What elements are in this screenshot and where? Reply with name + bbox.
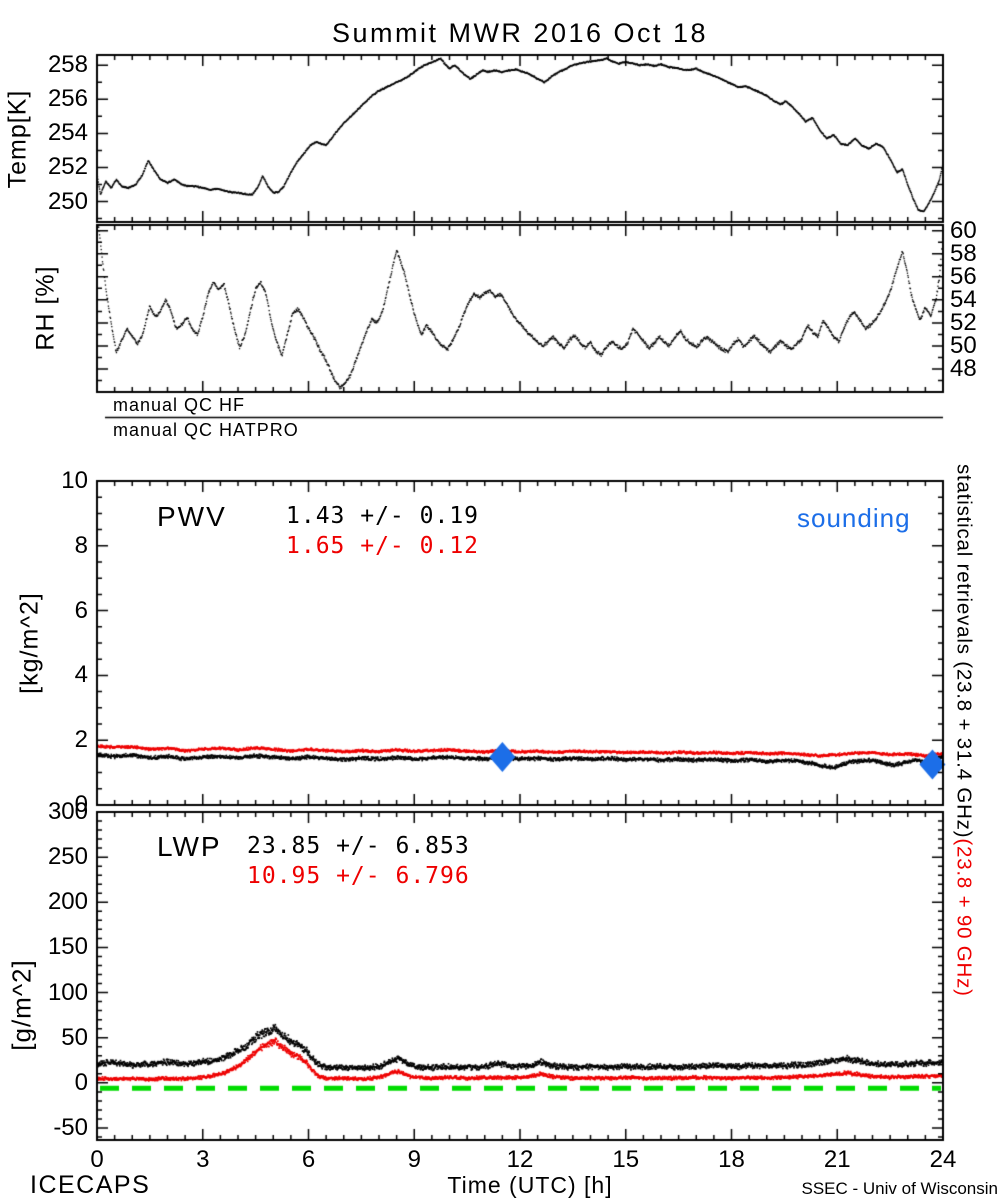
rh-y-tick-label: 60 bbox=[950, 216, 977, 244]
lwp-y-tick-label: 50 bbox=[61, 1023, 88, 1051]
pwv-mean-hf: 1.43 +/- 0.19 bbox=[286, 503, 480, 529]
pwv-y-tick-label: 0 bbox=[74, 791, 88, 818]
x-axis-label: Time (UTC) [h] bbox=[447, 1172, 613, 1198]
sounding-legend-label: sounding bbox=[797, 503, 911, 533]
x-tick-label: 0 bbox=[90, 1146, 104, 1173]
lwp-y-tick-label: 200 bbox=[47, 888, 88, 916]
pwv-y-tick-label: 2 bbox=[74, 726, 88, 754]
rh-y-tick-label: 56 bbox=[950, 262, 977, 290]
x-tick-label: 6 bbox=[301, 1146, 316, 1173]
temp-y-tick-label: 258 bbox=[47, 51, 88, 79]
lwp-panel-title: LWP bbox=[157, 831, 222, 862]
pwv-y-tick-label: 6 bbox=[74, 596, 88, 624]
temp-y-tick-label: 254 bbox=[47, 119, 88, 147]
temp-y-tick-label: 256 bbox=[47, 85, 88, 113]
x-tick-label: 24 bbox=[929, 1146, 957, 1173]
x-tick-label: 21 bbox=[823, 1146, 851, 1173]
footer-institution: SSEC - Univ of Wisconsin bbox=[801, 1179, 999, 1198]
rh-y-tick-label: 58 bbox=[950, 239, 977, 267]
x-tick-label: 18 bbox=[718, 1146, 745, 1173]
lwp-y-tick-label: 250 bbox=[47, 843, 88, 871]
lwp-mean-hatpro: 10.95 +/- 6.796 bbox=[247, 863, 470, 889]
pwv-y-axis-label: [kg/m^2] bbox=[15, 592, 44, 694]
right-axis-annotation: statistical retrievals (23.8 + 31.4 GHz)… bbox=[952, 464, 976, 997]
lwp-mean-hf: 23.85 +/- 6.853 bbox=[247, 833, 470, 859]
footer-project-name: ICECAPS bbox=[30, 1171, 151, 1199]
lwp-y-tick-label: 0 bbox=[74, 1068, 88, 1096]
temp-y-tick-label: 250 bbox=[47, 187, 88, 215]
rh-y-tick-label: 50 bbox=[950, 331, 977, 359]
rh-y-tick-label: 52 bbox=[950, 308, 977, 336]
temp-y-tick-label: 252 bbox=[47, 153, 88, 181]
pwv-panel-title: PWV bbox=[157, 501, 227, 532]
lwp-y-tick-label: 300 bbox=[47, 798, 88, 825]
lwp-y-tick-label: -50 bbox=[53, 1113, 88, 1141]
x-tick-label: 3 bbox=[196, 1146, 210, 1173]
x-tick-label: 9 bbox=[407, 1146, 421, 1173]
pwv-y-tick-label: 4 bbox=[74, 661, 88, 689]
lwp-y-axis-label: [g/m^2] bbox=[6, 959, 37, 1051]
rh-y-tick-label: 48 bbox=[950, 354, 977, 382]
qc-flag-label-hf: manual QC HF bbox=[113, 395, 246, 415]
x-tick-label: 12 bbox=[506, 1146, 534, 1173]
pwv-y-tick-label: 10 bbox=[61, 467, 88, 494]
rh-y-tick-label: 54 bbox=[950, 285, 977, 313]
x-tick-label: 15 bbox=[612, 1146, 640, 1173]
pwv-mean-hatpro: 1.65 +/- 0.12 bbox=[286, 533, 480, 559]
rh-y-axis-label: RH [%] bbox=[31, 265, 60, 351]
lwp-y-tick-label: 150 bbox=[47, 933, 88, 961]
pwv-y-tick-label: 8 bbox=[74, 531, 88, 559]
retrieval-label-31ghz: statistical retrievals (23.8 + 31.4 GHz) bbox=[952, 464, 976, 839]
qc-flag-label-hatpro: manual QC HATPRO bbox=[113, 420, 299, 440]
retrieval-label-90ghz: (23.8 + 90 GHz) bbox=[952, 838, 976, 997]
temp-y-axis-label: Temp[K] bbox=[3, 89, 32, 189]
lwp-y-tick-label: 100 bbox=[47, 978, 88, 1006]
page-title: Summit MWR 2016 Oct 18 bbox=[331, 18, 709, 48]
